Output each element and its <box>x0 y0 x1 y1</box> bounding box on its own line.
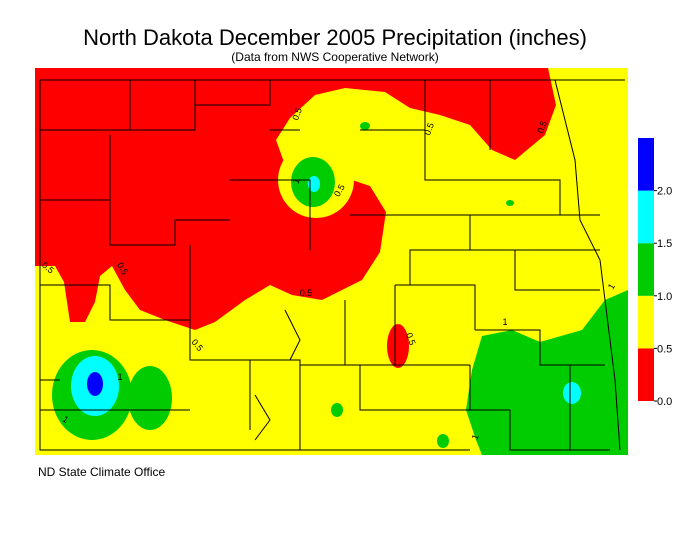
legend-label: 0.0 <box>657 396 672 408</box>
legend: 0.0 0.5 1.0 1.5 2.0 <box>638 138 672 408</box>
contour-label: 0.5 <box>300 288 313 298</box>
legend-label: 2.0 <box>657 186 672 198</box>
county-lines <box>39 79 625 451</box>
contour-label: 1 <box>61 414 70 425</box>
legend-swatch <box>638 295 654 349</box>
contour-label: 0.5 <box>422 121 436 136</box>
legend-label: 1.0 <box>657 291 672 303</box>
cyan-area <box>308 176 320 192</box>
green-area <box>506 200 514 206</box>
contour-label: 1 <box>470 433 481 441</box>
legend-swatch <box>638 138 654 191</box>
contour-label: 1 <box>291 177 302 185</box>
title: North Dakota December 2005 Precipitation… <box>83 25 587 50</box>
contour-label: 0.5 <box>290 106 304 121</box>
legend-label: 1.5 <box>657 238 672 250</box>
red-area <box>387 324 409 368</box>
contour-label: 1 <box>117 372 122 382</box>
contour-label: 1 <box>606 282 617 291</box>
map <box>35 68 628 455</box>
legend-swatch <box>638 190 654 244</box>
footer: ND State Climate Office <box>38 465 165 479</box>
green-area <box>466 290 628 455</box>
green-area <box>360 122 370 130</box>
green-area <box>437 434 449 448</box>
legend-swatch <box>638 243 654 296</box>
legend-swatch <box>638 348 654 401</box>
cyan-area <box>563 382 581 404</box>
contour-label: 0.5 <box>535 119 549 134</box>
legend-label: 0.5 <box>657 343 672 355</box>
subtitle: (Data from NWS Cooperative Network) <box>231 50 438 64</box>
green-area <box>331 403 343 417</box>
green-area <box>128 366 172 430</box>
contour-label: 0.5 <box>404 331 418 346</box>
blue-area <box>87 372 103 396</box>
contour-label: 1 <box>502 317 507 327</box>
